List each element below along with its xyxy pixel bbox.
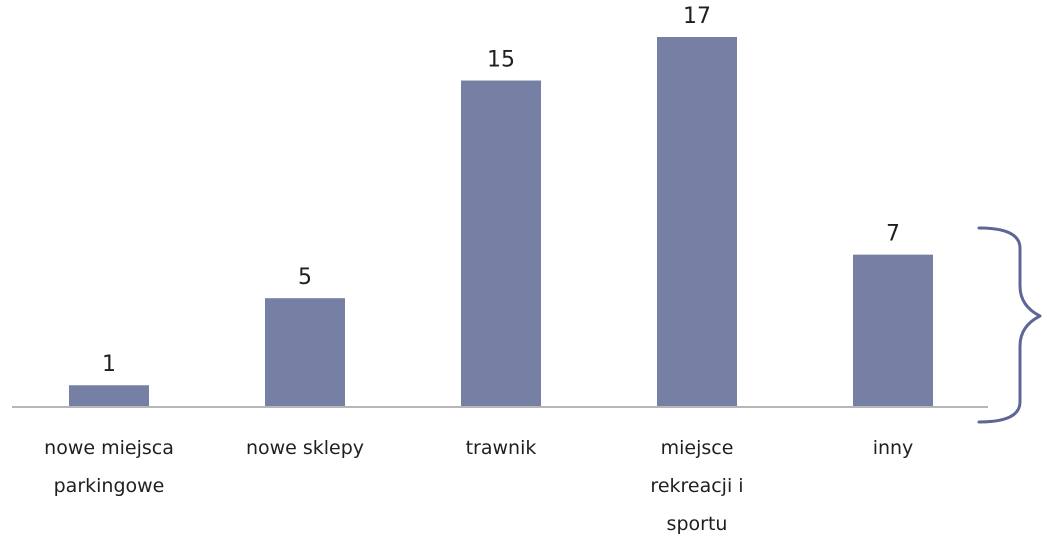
value-label-5: 7: [886, 222, 900, 247]
value-label-4: 17: [683, 4, 711, 29]
bar-4: [657, 37, 737, 407]
bar-5: [853, 254, 933, 407]
annotation-brace: [977, 226, 1042, 424]
category-label-1-line-2: parkingowe: [54, 475, 165, 497]
category-label-2-line-1: nowe sklepy: [246, 437, 364, 459]
value-label-1: 1: [102, 352, 116, 377]
category-label-4-line-3: sportu: [667, 513, 728, 535]
bar-1: [69, 385, 149, 407]
category-label-4-line-2: rekreacji i: [650, 475, 743, 497]
category-label-5-line-1: inny: [873, 437, 914, 459]
bar-2: [265, 298, 345, 407]
category-label-4-line-1: miejsce: [661, 437, 734, 459]
value-label-2: 5: [298, 265, 312, 290]
value-label-3: 15: [487, 48, 515, 73]
category-labels-layer: nowe miejsca parkingowe nowe sklepy trawnik…: [44, 437, 913, 535]
category-label-3-line-1: trawnik: [466, 437, 537, 459]
category-label-1-line-1: nowe miejsca: [44, 437, 174, 459]
bar-3: [461, 80, 541, 407]
bars-layer: [69, 37, 933, 407]
